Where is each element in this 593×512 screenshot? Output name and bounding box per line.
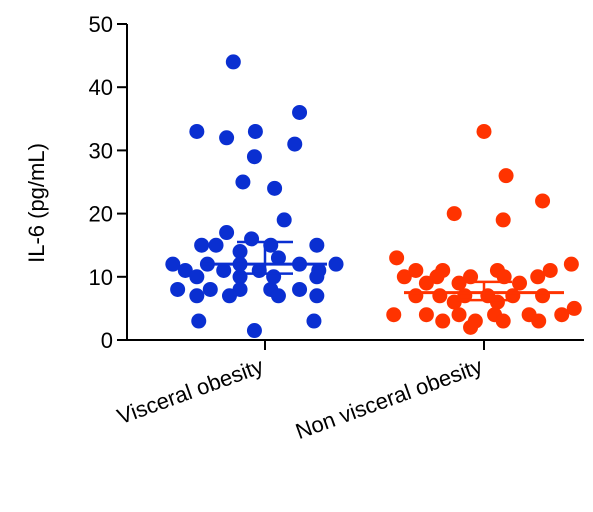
data-point	[270, 288, 286, 304]
data-point	[489, 294, 505, 310]
data-point	[309, 237, 325, 253]
data-point	[463, 319, 479, 335]
data-point	[530, 269, 546, 285]
data-point	[267, 180, 283, 196]
data-point	[235, 174, 251, 190]
data-point	[202, 281, 218, 297]
y-axis-title: IL-6 (pg/mL)	[24, 143, 49, 263]
data-point	[244, 231, 260, 247]
y-tick-label: 20	[89, 202, 113, 227]
data-point	[432, 288, 448, 304]
data-point	[189, 123, 205, 139]
data-point	[418, 307, 434, 323]
data-point	[435, 313, 451, 329]
axes	[126, 24, 584, 341]
data-point	[408, 288, 424, 304]
data-point	[542, 262, 558, 278]
data-point	[189, 269, 205, 285]
data-point	[292, 281, 308, 297]
data-point	[451, 275, 467, 291]
x-category-labels: Visceral obesity Non visceral obesity	[114, 340, 486, 444]
data-point	[495, 313, 511, 329]
data-point	[496, 269, 512, 285]
data-point	[219, 130, 235, 146]
data-point	[232, 244, 248, 260]
data-point	[386, 307, 402, 323]
data-point	[389, 250, 405, 266]
data-points	[165, 54, 582, 339]
data-point	[276, 212, 292, 228]
x-category-label: Non visceral obesity	[292, 353, 486, 444]
y-tick-label: 30	[89, 138, 113, 163]
data-point	[287, 136, 303, 152]
data-point	[208, 237, 224, 253]
data-point	[170, 281, 186, 297]
data-point	[446, 206, 462, 222]
data-point	[535, 288, 551, 304]
data-point	[408, 262, 424, 278]
data-point	[554, 307, 570, 323]
data-point	[463, 269, 479, 285]
data-point	[396, 269, 412, 285]
data-point	[418, 275, 434, 291]
data-point	[266, 269, 282, 285]
data-point	[306, 313, 322, 329]
data-point	[247, 123, 263, 139]
data-point	[246, 323, 262, 339]
data-point	[512, 275, 528, 291]
data-point	[328, 256, 344, 272]
data-point	[531, 313, 547, 329]
y-tick-label: 40	[89, 75, 113, 100]
data-point	[451, 307, 467, 323]
y-tick-label: 10	[89, 265, 113, 290]
data-point	[191, 313, 207, 329]
y-ticks: 0 10 20 30 40 50	[89, 12, 127, 353]
data-point	[221, 288, 237, 304]
y-tick-label: 50	[89, 12, 113, 37]
data-point	[219, 225, 235, 241]
x-category-label: Visceral obesity	[114, 353, 267, 429]
data-point	[216, 262, 232, 278]
data-point	[498, 168, 514, 184]
median-error-bars	[203, 240, 564, 302]
data-point	[292, 104, 308, 120]
data-point	[535, 193, 551, 209]
data-point	[563, 256, 579, 272]
data-point	[225, 54, 241, 70]
data-point	[566, 300, 582, 316]
data-point	[189, 288, 205, 304]
data-point	[165, 256, 181, 272]
data-point	[270, 250, 286, 266]
data-point	[446, 294, 462, 310]
y-tick-label: 0	[101, 328, 113, 353]
data-point	[177, 262, 193, 278]
data-point	[309, 288, 325, 304]
data-point	[476, 123, 492, 139]
data-point	[495, 212, 511, 228]
data-point	[194, 237, 210, 253]
data-point	[246, 149, 262, 165]
data-point	[309, 269, 325, 285]
